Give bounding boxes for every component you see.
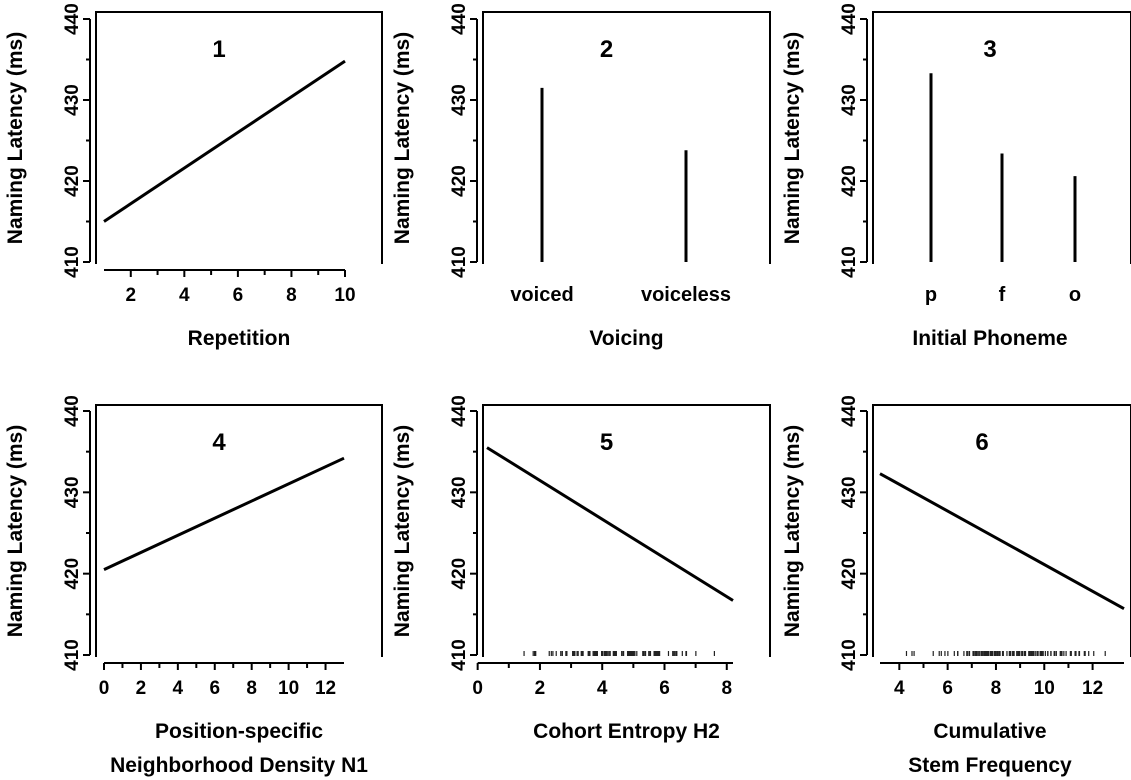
x-tick-label: 2 xyxy=(535,678,546,699)
panel-number: 2 xyxy=(600,36,613,63)
y-axis-label: Naming Latency (ms) xyxy=(781,32,804,244)
x-axis-label: Neighborhood Density N1 xyxy=(110,754,368,777)
x-tick-label: 12 xyxy=(1082,678,1103,699)
plot-frame xyxy=(482,404,771,657)
panel-number: 4 xyxy=(212,429,226,456)
y-tick-label: 440 xyxy=(449,3,470,35)
y-tick-label: 430 xyxy=(62,476,83,508)
y-tick-label: 410 xyxy=(62,246,83,278)
x-tick-label: 8 xyxy=(246,678,257,699)
y-axis-label: Naming Latency (ms) xyxy=(391,32,414,244)
panel-3: 410 420 430 440 Naming Latency (ms) 3 p f oIniti… xyxy=(781,3,1131,350)
x-tick-label: 2 xyxy=(136,678,147,699)
series-line xyxy=(103,456,345,571)
x-tick-label: f xyxy=(999,284,1006,306)
x-axis-label: Cohort Entropy H2 xyxy=(533,720,720,743)
x-axis-label: Voicing xyxy=(589,327,663,350)
y-tick-label: 410 xyxy=(449,246,470,278)
y-tick-label: 440 xyxy=(839,3,860,35)
y-tick-label: 410 xyxy=(839,639,860,671)
x-axis-label: Cumulative xyxy=(933,720,1046,743)
x-tick-label: 10 xyxy=(278,678,299,699)
x-axis-label: Stem Frequency xyxy=(908,754,1072,777)
panel-number: 3 xyxy=(983,36,996,63)
plot-frame xyxy=(95,11,383,264)
plot-frame xyxy=(95,404,383,657)
plot-frame xyxy=(872,11,1131,264)
x-tick-label: 10 xyxy=(334,285,355,306)
x-tick-label: 8 xyxy=(991,678,1002,699)
y-tick-label: 410 xyxy=(449,639,470,671)
series-line xyxy=(103,59,346,223)
y-axis-label: Naming Latency (ms) xyxy=(391,425,414,637)
x-tick-label: 4 xyxy=(597,678,608,699)
y-axis-label: Naming Latency (ms) xyxy=(4,32,27,244)
panel-2: 410 420 430 440 Naming Latency (ms) 2 voiced vo… xyxy=(391,3,771,350)
y-axis-label: Naming Latency (ms) xyxy=(4,425,27,637)
x-axis-label: Repetition xyxy=(188,327,291,350)
y-tick-label: 410 xyxy=(62,639,83,671)
x-tick-label: 4 xyxy=(179,285,190,306)
panel-4: 410 420 430 440 Naming Latency (ms) 4 0 2 4 6 8 10 1… xyxy=(4,395,383,777)
x-tick-label: 10 xyxy=(1034,678,1055,699)
y-tick-label: 420 xyxy=(449,165,470,197)
panel-number: 6 xyxy=(975,429,988,456)
x-tick-label: 0 xyxy=(99,678,110,699)
x-tick-label: voiceless xyxy=(641,284,731,306)
x-tick-label: 6 xyxy=(942,678,953,699)
y-tick-label: 410 xyxy=(839,246,860,278)
y-tick-label: 440 xyxy=(839,395,860,427)
y-axis-label: Naming Latency (ms) xyxy=(781,425,804,637)
x-axis-label: Initial Phoneme xyxy=(912,327,1067,350)
panel-1: 410 420 430 440 Naming Latency (ms) 1 2 4 6 8 10 Re… xyxy=(4,3,383,350)
plot-frame xyxy=(482,11,771,264)
panel-number: 1 xyxy=(212,36,225,63)
x-tick-label: 6 xyxy=(233,285,244,306)
x-tick-label: 12 xyxy=(315,678,336,699)
panel-5: 410 420 430 440 Naming Latency (ms) 5 0 2 4 6 8Coh… xyxy=(391,395,771,743)
y-tick-label: 420 xyxy=(62,165,83,197)
series-line xyxy=(879,472,1125,610)
y-tick-label: 420 xyxy=(839,165,860,197)
y-tick-label: 430 xyxy=(449,84,470,116)
x-axis-label: Position-specific xyxy=(155,720,323,743)
y-tick-label: 440 xyxy=(62,3,83,35)
plot-frame xyxy=(872,404,1131,657)
series-line xyxy=(486,446,734,602)
x-tick-label: 4 xyxy=(894,678,905,699)
x-tick-label: voiced xyxy=(510,284,573,306)
panel-number: 5 xyxy=(600,429,613,456)
x-tick-label: p xyxy=(925,284,937,306)
x-tick-label: 2 xyxy=(125,285,136,306)
x-tick-label: o xyxy=(1069,284,1081,306)
y-tick-label: 430 xyxy=(839,476,860,508)
x-tick-label: 6 xyxy=(659,678,670,699)
x-tick-label: 4 xyxy=(173,678,184,699)
x-tick-label: 8 xyxy=(286,285,297,306)
y-tick-label: 440 xyxy=(449,395,470,427)
y-tick-label: 420 xyxy=(449,558,470,590)
x-tick-label: 8 xyxy=(721,678,732,699)
y-tick-label: 420 xyxy=(839,558,860,590)
x-tick-label: 0 xyxy=(472,678,483,699)
x-tick-label: 6 xyxy=(209,678,220,699)
y-tick-label: 430 xyxy=(839,84,860,116)
y-tick-label: 430 xyxy=(62,84,83,116)
y-tick-label: 430 xyxy=(449,476,470,508)
panel-6: 410 420 430 440 Naming Latency (ms) 6 4 6 8 10 12 C… xyxy=(781,395,1131,777)
y-tick-label: 420 xyxy=(62,558,83,590)
y-tick-label: 440 xyxy=(62,395,83,427)
